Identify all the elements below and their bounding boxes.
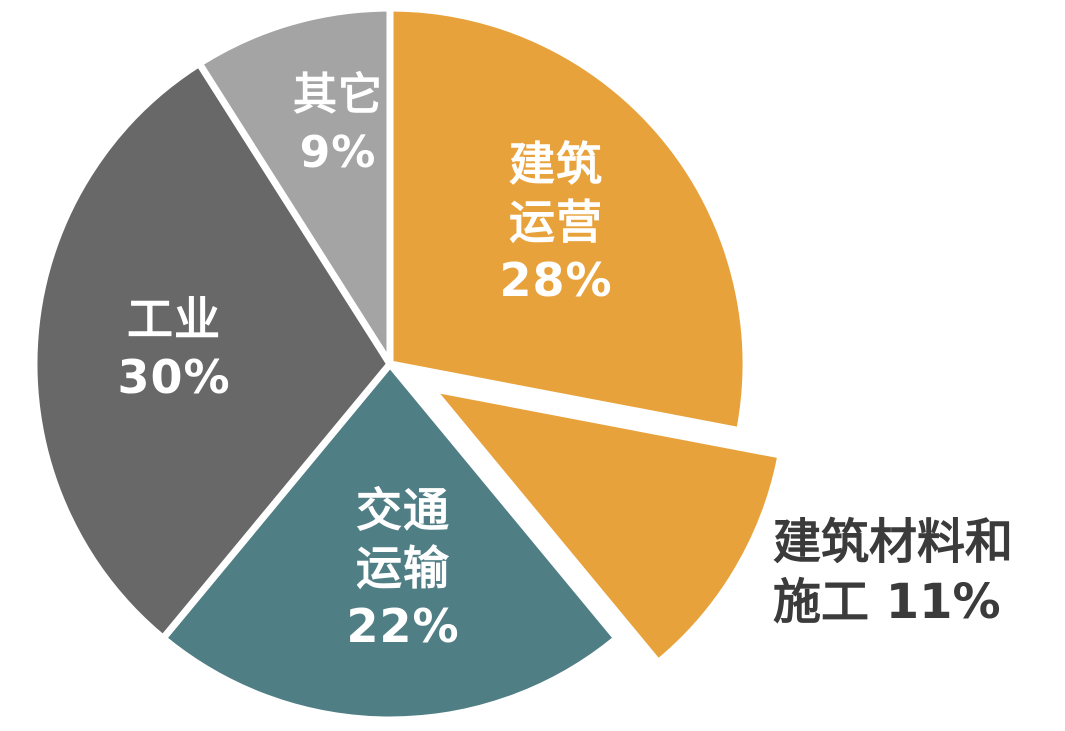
pie-slice-other	[195, 4, 394, 368]
pie-slice-building-materials-construction	[427, 384, 785, 667]
pie-slice-transportation	[159, 360, 621, 724]
pie-slice-building-operations	[386, 4, 750, 435]
pie-slice-industry	[30, 59, 394, 642]
